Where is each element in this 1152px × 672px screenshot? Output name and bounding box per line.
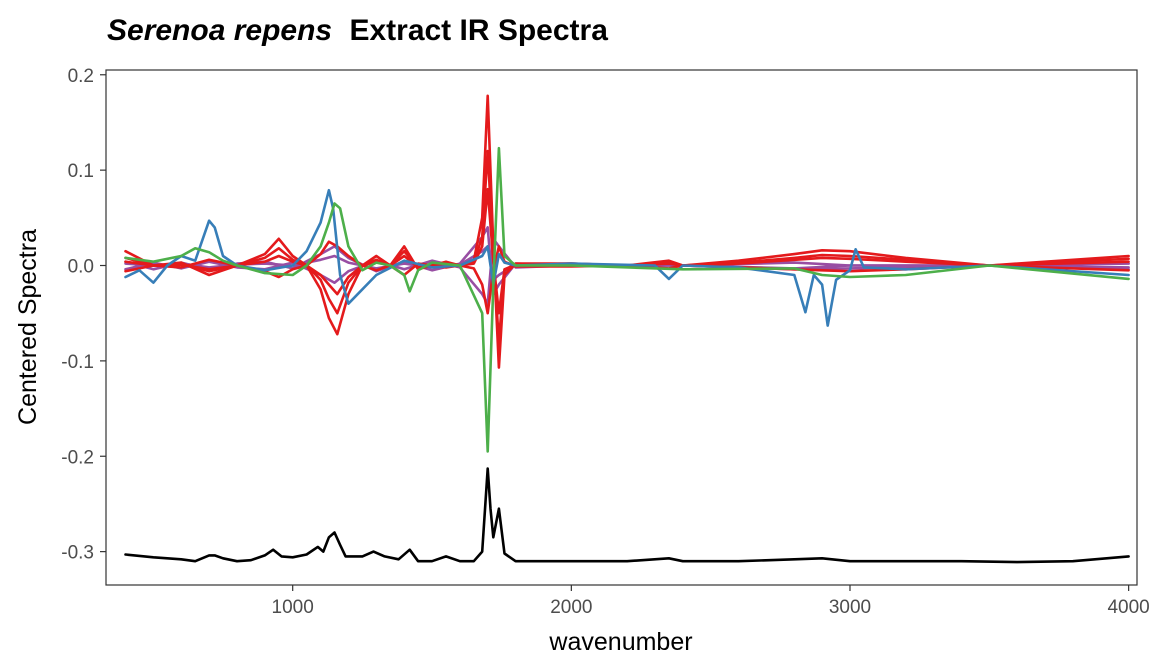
series-layer xyxy=(124,94,1130,564)
series-line-blue-7 xyxy=(124,188,1130,327)
x-axis-title: wavenumber xyxy=(548,628,692,656)
y-axis-title: Centered Spectra xyxy=(14,229,42,425)
chart-title-rest: Extract IR Spectra xyxy=(349,14,608,47)
y-tick-label: -0.2 xyxy=(61,447,94,468)
x-tick-label: 3000 xyxy=(829,597,871,618)
plot-panel-border xyxy=(105,69,1138,586)
y-tick-label: -0.3 xyxy=(61,543,94,564)
y-tick-label: 0.2 xyxy=(68,66,94,87)
x-axis: 1000 2000 3000 4000 xyxy=(272,585,1150,618)
x-tick-label: 4000 xyxy=(1107,597,1149,618)
x-tick-label: 2000 xyxy=(550,597,592,618)
y-tick-label: 0.0 xyxy=(68,257,94,278)
chart-title-italic: Serenoa repens xyxy=(107,14,332,47)
chart-title: Serenoa repens Extract IR Spectra xyxy=(107,14,608,47)
series-line-green-8 xyxy=(124,146,1130,453)
x-tick-label: 1000 xyxy=(272,597,314,618)
y-axis: 0.2 0.1 0.0 -0.1 -0.2 -0.3 xyxy=(61,66,106,564)
series-line-black-9 xyxy=(124,467,1130,564)
y-tick-label: 0.1 xyxy=(68,161,94,182)
y-tick-label: -0.1 xyxy=(61,352,94,373)
